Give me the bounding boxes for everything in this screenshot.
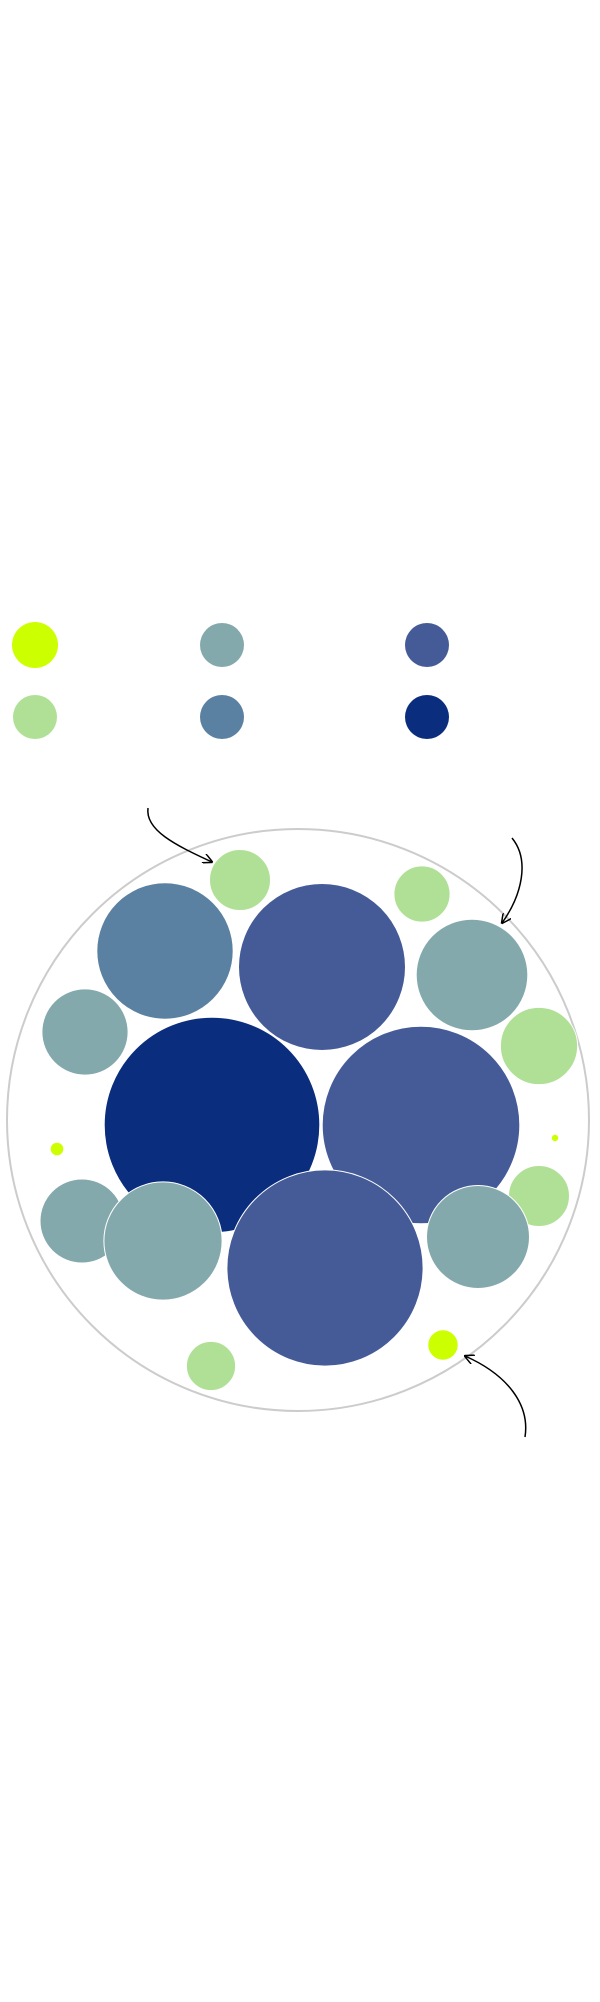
bubble-b4 [238, 883, 406, 1051]
bubble-b10 [49, 1141, 65, 1157]
bubble-b1 [209, 849, 271, 911]
legend-swatch-4 [13, 695, 57, 739]
bubble-b3 [96, 882, 234, 1020]
legend-swatch-2 [200, 623, 244, 667]
legend-swatch-1 [12, 622, 58, 668]
bubble-b7 [499, 1006, 579, 1086]
arrow-top-left [147, 807, 212, 862]
bubble-b14 [103, 1181, 223, 1301]
container-circle [6, 828, 590, 1412]
bubble-b5 [415, 918, 529, 1032]
bubble-b6 [41, 988, 129, 1076]
bubble-b16 [426, 1185, 530, 1289]
legend-swatch-3 [405, 623, 449, 667]
legend-swatch-5 [200, 695, 244, 739]
bubble-b18 [185, 1340, 237, 1392]
arrow-top-right [502, 837, 523, 923]
bubble-b15 [226, 1169, 424, 1367]
annotations [147, 807, 527, 1438]
bubble-b2 [393, 865, 451, 923]
bubble-b9 [321, 1025, 521, 1225]
bubbles [39, 849, 579, 1392]
legend [12, 622, 449, 739]
bubble-b17 [427, 1329, 459, 1361]
legend-swatch-6 [405, 695, 449, 739]
bubble-b11 [550, 1133, 560, 1143]
arrow-bottom-right [465, 1356, 527, 1438]
